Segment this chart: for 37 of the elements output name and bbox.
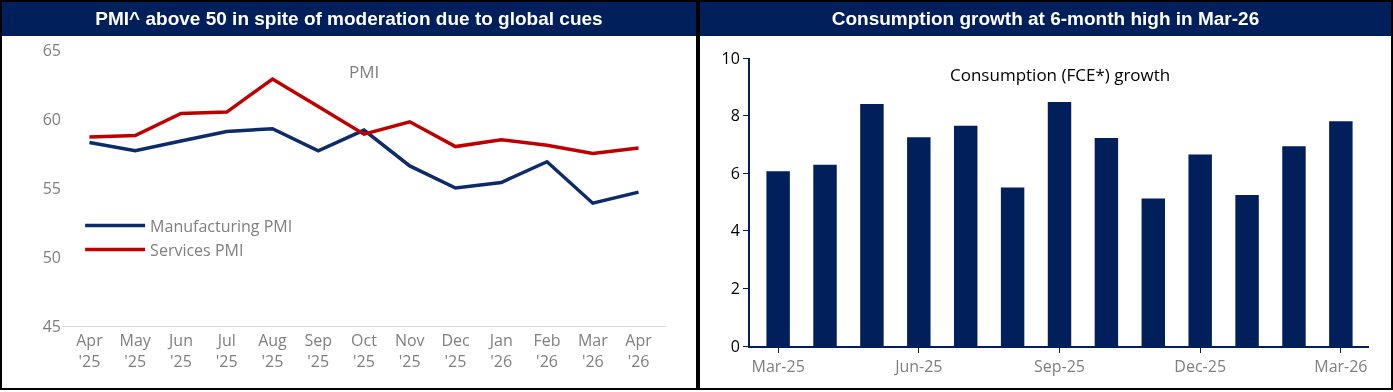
y-tick-label: 60: [42, 107, 61, 130]
x-tick-label: Oct '25: [351, 329, 378, 372]
chart-subtitle: Consumption (FCE*) growth: [950, 63, 1171, 86]
y-tick-label: 6: [730, 161, 740, 184]
legend-label: Services PMI: [150, 238, 244, 261]
y-tick-label: 0: [730, 334, 740, 357]
y-tick-label: 2: [730, 277, 740, 299]
chart-title: PMI^ above 50 in spite of moderation due to global cues: [2, 2, 696, 36]
y-tick-label: 50: [42, 245, 61, 268]
line-series: [87, 77, 641, 156]
x-tick-label: Feb '26: [533, 329, 561, 372]
x-tick-label: Aug '25: [258, 329, 288, 372]
x-tick-label: Mar '26: [577, 329, 609, 372]
text: PMI: [349, 60, 380, 83]
x-tick-label: Jul '25: [215, 329, 238, 372]
x-tick-label: Jun-25: [893, 355, 943, 378]
legend-label: Manufacturing PMI: [150, 214, 293, 237]
chart-title: Consumption growth at 6-month high in Mar-26: [700, 2, 1391, 36]
x-tick-label: Mar-26: [1314, 355, 1368, 378]
y-tick-label: 55: [42, 176, 61, 199]
line-series: [87, 126, 641, 205]
x-tick-label: Jan '26: [487, 329, 513, 372]
x-tick-label: Sep-25: [1034, 355, 1085, 378]
y-tick-label: 45: [42, 314, 61, 337]
y-tick-label: 65: [42, 38, 61, 61]
x-tick-label: May '25: [119, 329, 152, 372]
x-tick-label: Sep '25: [304, 329, 333, 372]
x-tick-label: Mar-25: [751, 355, 805, 378]
x-tick-label: Nov '25: [394, 329, 425, 372]
x-tick-label: Apr '25: [76, 329, 104, 372]
x-tick-label: Dec-25: [1174, 355, 1227, 378]
y-tick-label: 4: [730, 219, 740, 242]
x-tick-label: Apr '26: [625, 329, 653, 372]
x-tick-label: Jun '25: [167, 329, 193, 372]
x-tick-label: Dec '25: [441, 329, 470, 372]
y-tick-label: 8: [730, 104, 740, 127]
y-tick-label: 10: [721, 46, 740, 69]
